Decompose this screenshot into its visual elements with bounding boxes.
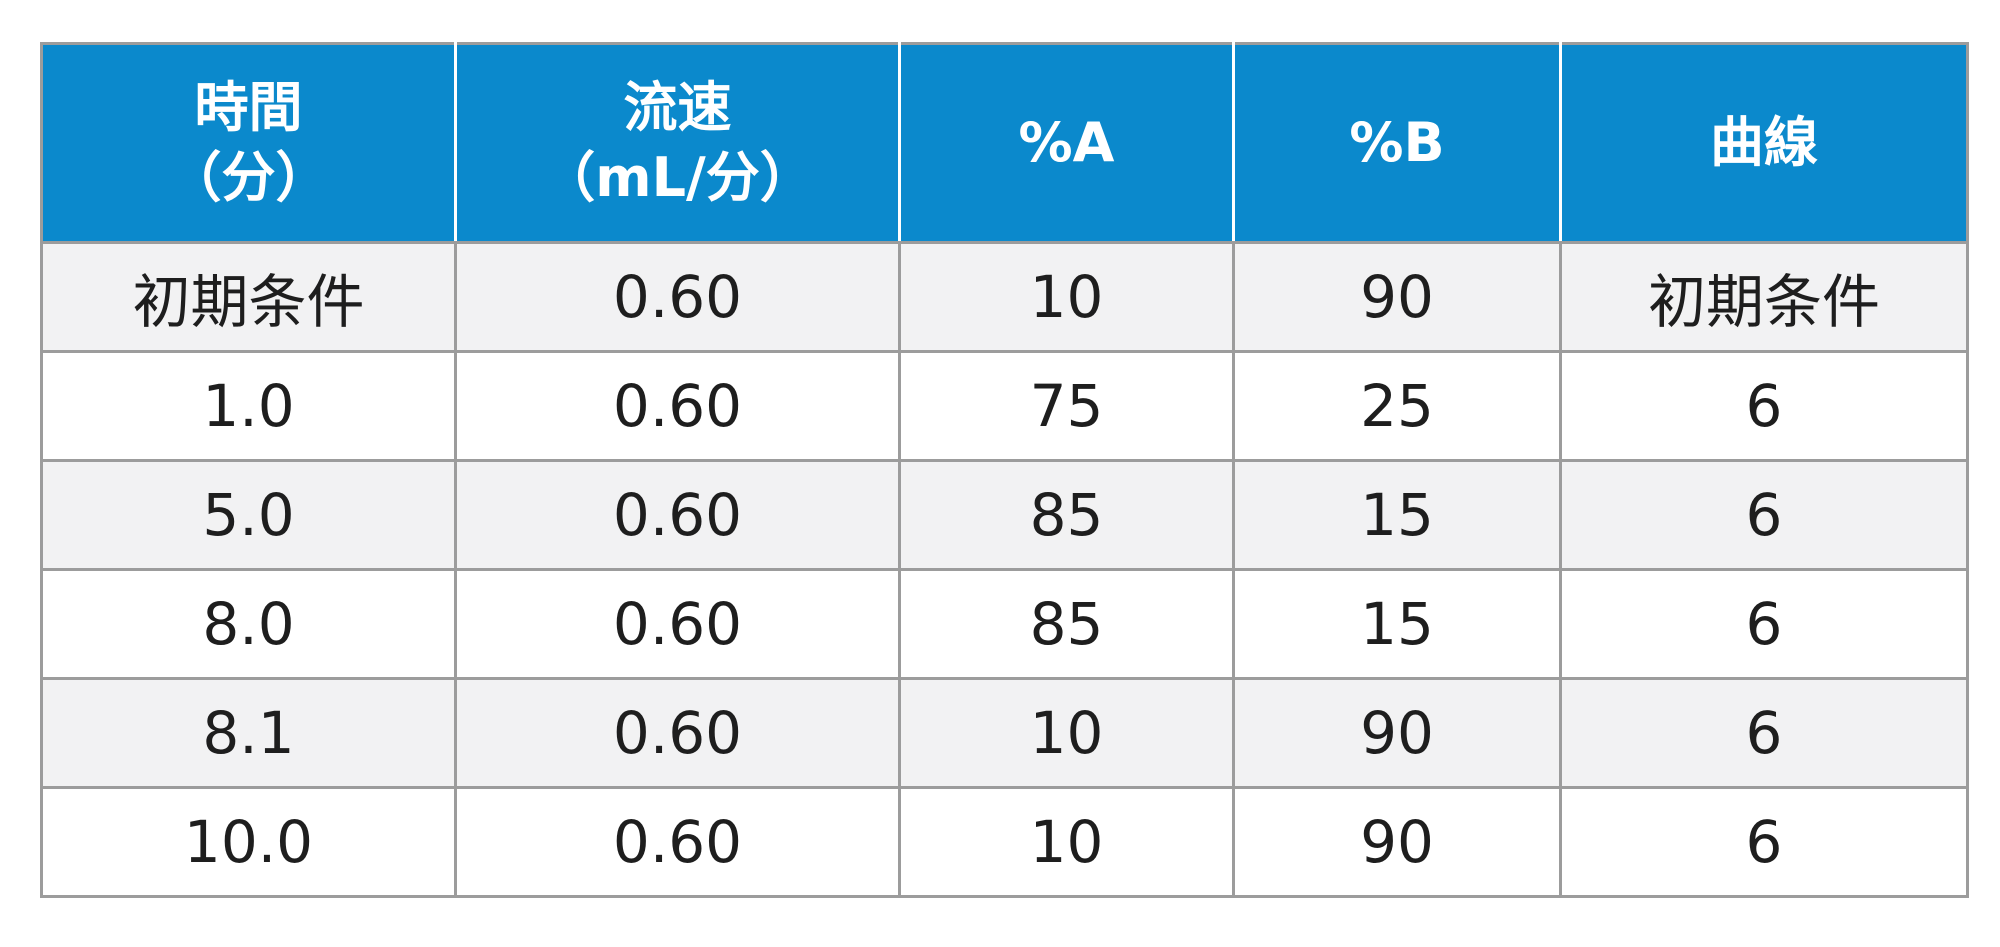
cell-curve: 6 [1559, 350, 1969, 462]
table-row: 1.0 0.60 75 25 6 [40, 350, 1969, 462]
cell-percent-b: 90 [1232, 677, 1562, 789]
cell-percent-b: 90 [1232, 786, 1562, 898]
table-row: 8.0 0.60 85 15 6 [40, 568, 1969, 680]
cell-time: 5.0 [40, 459, 457, 571]
header-flow-rate-label: 流速 [623, 75, 732, 139]
header-cell-percent-a: %A [898, 42, 1235, 244]
table-row: 8.1 0.60 10 90 6 [40, 677, 1969, 789]
cell-time: 8.1 [40, 677, 457, 789]
table-row: 10.0 0.60 10 90 6 [40, 786, 1969, 898]
header-curve-label: 曲線 [1710, 110, 1818, 174]
table-row: 5.0 0.60 85 15 6 [40, 459, 1969, 571]
cell-flow-rate: 0.60 [454, 786, 901, 898]
cell-flow-rate: 0.60 [454, 241, 901, 353]
cell-percent-a: 10 [898, 241, 1235, 353]
cell-percent-a: 10 [898, 786, 1235, 898]
cell-curve: 6 [1559, 677, 1969, 789]
cell-percent-b: 15 [1232, 459, 1562, 571]
cell-time: 初期条件 [40, 241, 457, 353]
header-cell-flow-rate: 流速 （mL/分） [454, 42, 901, 244]
cell-flow-rate: 0.60 [454, 568, 901, 680]
cell-curve: 6 [1559, 568, 1969, 680]
header-row: 時間 （分） 流速 （mL/分） %A %B 曲線 [40, 42, 1969, 244]
header-cell-percent-b: %B [1232, 42, 1562, 244]
cell-time: 10.0 [40, 786, 457, 898]
cell-percent-a: 85 [898, 568, 1235, 680]
header-percent-a-label: %A [1018, 110, 1115, 174]
cell-percent-b: 90 [1232, 241, 1562, 353]
cell-percent-a: 85 [898, 459, 1235, 571]
cell-time: 8.0 [40, 568, 457, 680]
table-header: 時間 （分） 流速 （mL/分） %A %B 曲線 [40, 42, 1969, 244]
cell-curve: 6 [1559, 459, 1969, 571]
table-row: 初期条件 0.60 10 90 初期条件 [40, 241, 1969, 353]
cell-percent-a: 10 [898, 677, 1235, 789]
header-time-label: 時間 [194, 75, 303, 139]
header-percent-b-label: %B [1349, 110, 1445, 174]
cell-percent-b: 15 [1232, 568, 1562, 680]
cell-time: 1.0 [40, 350, 457, 462]
gradient-table: 時間 （分） 流速 （mL/分） %A %B 曲線 初期条件 0.60 10 9… [40, 42, 1969, 898]
cell-flow-rate: 0.60 [454, 677, 901, 789]
cell-curve: 6 [1559, 786, 1969, 898]
header-time-unit: （分） [167, 146, 330, 209]
cell-flow-rate: 0.60 [454, 459, 901, 571]
header-flow-rate-unit: （mL/分） [541, 146, 814, 209]
header-cell-curve: 曲線 [1559, 42, 1969, 244]
table-body: 初期条件 0.60 10 90 初期条件 1.0 0.60 75 25 6 5.… [40, 241, 1969, 898]
cell-curve: 初期条件 [1559, 241, 1969, 353]
cell-percent-b: 25 [1232, 350, 1562, 462]
cell-percent-a: 75 [898, 350, 1235, 462]
cell-flow-rate: 0.60 [454, 350, 901, 462]
header-cell-time: 時間 （分） [40, 42, 457, 244]
